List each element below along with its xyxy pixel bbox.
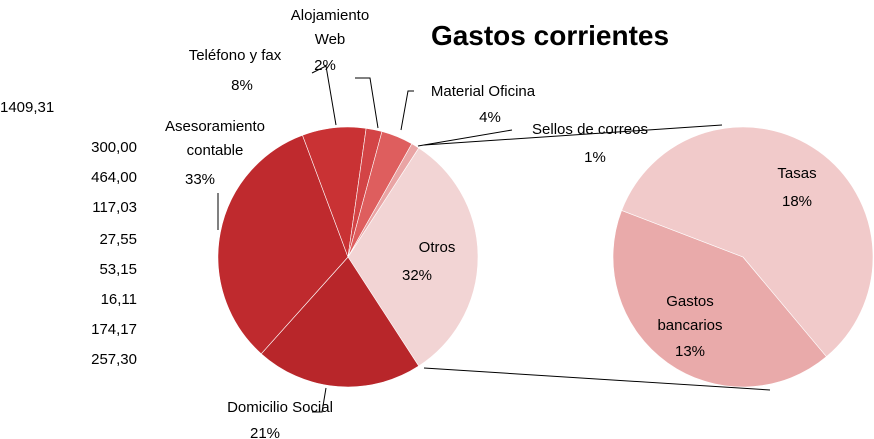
slice-label: Alojamiento Web	[290, 7, 370, 48]
cell-value: 300,00	[91, 139, 137, 156]
leader-line	[311, 65, 337, 126]
slice-percent: 1%	[584, 149, 606, 166]
slice-label: Otros	[418, 239, 456, 256]
leader-line	[355, 77, 379, 129]
slice-label: Domicilio Social	[227, 399, 333, 416]
cell-value: 174,17	[91, 321, 137, 338]
leader-lines	[217, 65, 771, 413]
pie-slice	[621, 126, 874, 358]
pie-slice	[347, 143, 420, 258]
leader-line	[400, 90, 414, 131]
cell-value: 117,03	[92, 199, 137, 216]
pie-slice	[260, 256, 420, 388]
connector-line	[423, 367, 771, 391]
slice-label: Tasas	[777, 165, 817, 182]
cell-value: 53,15	[99, 261, 137, 278]
connector-line	[423, 124, 723, 146]
slice-percent: 18%	[781, 193, 813, 210]
slice-percent: 4%	[479, 109, 501, 126]
slice-percent: 8%	[231, 77, 253, 94]
slice-label: Material Oficina	[430, 83, 536, 100]
slice-label: Sellos de correos	[532, 121, 648, 138]
pie-slice	[612, 210, 827, 388]
slice-percent: 32%	[401, 267, 433, 284]
slice-percent: 2%	[314, 57, 336, 74]
slice-label: Gastos bancarios	[657, 293, 723, 334]
slice-percent: 33%	[184, 171, 216, 188]
cell-value: 464,00	[91, 169, 137, 186]
cell-value: 16,11	[100, 291, 137, 308]
slice-label: Teléfono y fax	[188, 47, 282, 64]
slice-percent: 13%	[674, 343, 706, 360]
pie-slice	[217, 134, 349, 355]
cell-value: 1409,31	[0, 99, 55, 116]
leader-line	[417, 129, 513, 147]
cell-value: 257,30	[91, 351, 137, 368]
pie-slice	[347, 147, 479, 367]
slice-percent: 21%	[249, 425, 281, 439]
chart-title: Gastos corrientes	[430, 20, 670, 51]
leader-line	[312, 387, 327, 413]
cell-value: 27,55	[99, 231, 137, 248]
slice-label: Asesoramiento contable	[164, 118, 266, 159]
